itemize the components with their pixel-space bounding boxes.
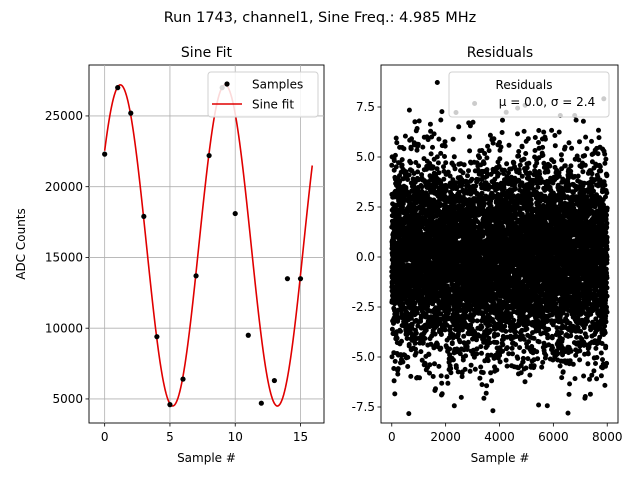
residuals-ticks: 0 2000 4000 6000 8000 -7.5 -5.0 -2.5 0.0 2.5 5.0 7.… <box>352 100 623 444</box>
residuals-x-tick-label: 2000 <box>430 430 461 444</box>
sine-fit-sample-point <box>271 377 277 384</box>
sine-fit-ticks: 0 5 10 15 5000 10000 15000 20000 25000 <box>45 109 308 444</box>
sine-fit-sample-point <box>258 400 264 406</box>
figure-suptitle: Run 1743, channel1, Sine Freq.: 4.985 MH… <box>164 10 477 26</box>
residuals-y-tick-label: 2.5 <box>356 200 375 214</box>
residuals-y-tick-label: -5.0 <box>352 350 375 364</box>
sine-fit-sample-point <box>297 276 304 282</box>
residuals-y-tick-label: 5.0 <box>356 150 375 164</box>
sine-fit-sample-point <box>141 213 147 220</box>
sine-fit-ylabel: ADC Counts <box>14 208 28 280</box>
residuals-title: Residuals <box>467 45 533 61</box>
residuals-scatter-points <box>389 80 610 417</box>
sine-fit-sample-point <box>245 332 251 338</box>
sine-fit-y-tick-label: 5000 <box>52 392 83 406</box>
residuals-xlabel: Sample # <box>471 451 530 465</box>
residuals-y-tick-label: 0.0 <box>356 250 375 264</box>
residuals-legend-box <box>448 71 610 118</box>
residuals-y-tick-label: 7.5 <box>356 100 375 114</box>
sine-fit-legend: Samples Sine fit <box>207 71 319 118</box>
residuals-x-tick-label: 0 <box>388 430 396 444</box>
sine-fit-sample-point <box>128 110 134 116</box>
sine-fit-sample-point <box>102 151 108 157</box>
sine-fit-sample-point <box>193 273 199 279</box>
residuals-y-tick-label: -7.5 <box>352 400 375 414</box>
legend-sine-fit-label: Sine fit <box>252 98 294 112</box>
residuals-x-tick-label: 4000 <box>484 430 515 444</box>
residuals-x-tick-label: 8000 <box>592 430 623 444</box>
sine-fit-y-tick-label: 20000 <box>45 180 83 194</box>
sine-fit-sample-point <box>154 334 160 340</box>
sine-fit-y-tick-label: 10000 <box>45 321 83 335</box>
sine-fit-sample-point <box>232 210 238 217</box>
sine-fit-sample-point <box>206 152 212 159</box>
sine-fit-sample-point <box>167 402 173 408</box>
residuals-points <box>389 80 610 417</box>
sine-fit-sample-point <box>115 85 121 91</box>
sine-fit-panel: Sine Fit 0 5 10 15500010000150002000025000 … <box>14 45 325 465</box>
sine-fit-y-tick-label: 15000 <box>45 251 83 265</box>
sine-fit-xlabel: Sample # <box>177 451 236 465</box>
sine-fit-x-tick-label: 10 <box>228 430 243 444</box>
residuals-legend: Residuals μ = 0.0, σ = 2.4 <box>448 71 610 118</box>
residuals-legend-stats: μ = 0.0, σ = 2.4 <box>499 95 595 109</box>
sine-fit-title: Sine Fit <box>181 45 233 61</box>
residuals-legend-label: Residuals <box>496 78 553 92</box>
sine-fit-axes-frame <box>88 64 325 424</box>
sine-fit-grid <box>89 65 324 423</box>
residuals-x-tick-label: 6000 <box>538 430 569 444</box>
residuals-panel: Residuals 0 2000 4000 6000 8000-7.5-5.0-2.50… <box>352 45 623 465</box>
sine-fit-sample-point <box>180 376 186 382</box>
sine-fit-x-tick-label: 0 <box>101 430 109 444</box>
sine-fit-sample-point <box>284 276 291 282</box>
sine-fit-sample-points <box>102 85 304 408</box>
sine-fit-x-tick-label: 5 <box>166 430 174 444</box>
sine-fit-x-tick-label: 15 <box>293 430 308 444</box>
sine-fit-legend-box <box>207 71 319 118</box>
legend-samples-label: Samples <box>252 78 303 92</box>
residuals-y-tick-label: -2.5 <box>352 300 375 314</box>
sine-fit-y-tick-label: 25000 <box>45 109 83 123</box>
legend-samples-marker <box>224 81 230 87</box>
